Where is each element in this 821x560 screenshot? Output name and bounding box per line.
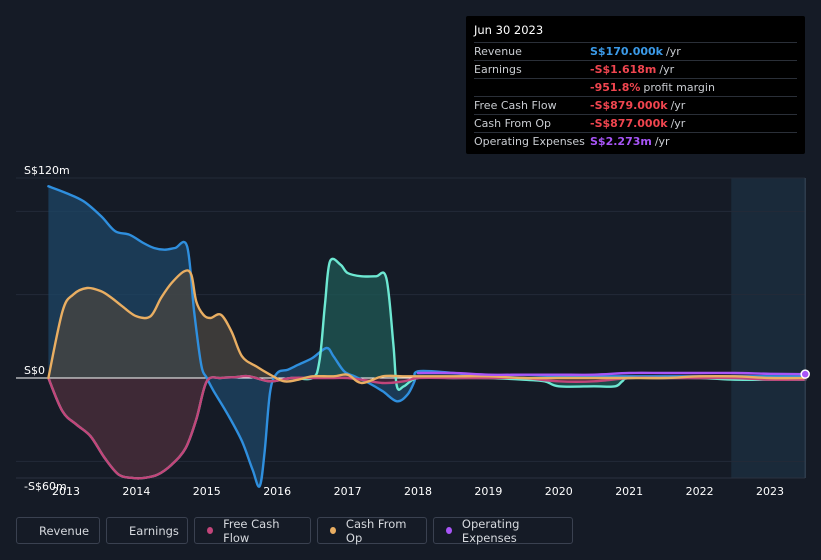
x-tick-label: 2021 (615, 485, 643, 498)
legend-dot-icon (446, 527, 452, 534)
tooltip-row-operating-expenses: Operating Expenses S$2.273m /yr (474, 132, 797, 150)
series-area-cash-from-op (48, 270, 806, 384)
tooltip-value: S$170.000k (590, 45, 663, 58)
tooltip-label (474, 79, 590, 96)
tooltip-unit: /yr (670, 117, 686, 130)
tooltip-row-profit-margin: -951.8% profit margin (474, 78, 797, 96)
tooltip-label: Free Cash Flow (474, 99, 557, 112)
tooltip-row-earnings: Earnings -S$1.618m /yr (474, 60, 797, 78)
legend-label: Cash From Op (345, 516, 407, 545)
tooltip-value: -951.8% (590, 81, 641, 94)
y-tick-label: S$0 (24, 364, 45, 377)
tooltip-row-free-cash-flow: Free Cash Flow -S$879.000k /yr (474, 96, 797, 114)
tooltip-row-cash-from-op: Cash From Op -S$877.000k /yr (474, 114, 797, 132)
tooltip-label: Operating Expenses (474, 135, 585, 148)
legend-label: Earnings (129, 523, 179, 538)
y-tick-label: -S$60m (24, 480, 67, 493)
series-area-revenue (48, 186, 806, 487)
series-areas (48, 186, 806, 487)
tooltip-unit: profit margin (643, 81, 715, 94)
legend-label: Free Cash Flow (223, 516, 280, 545)
legend-item-revenue[interactable]: Revenue (16, 517, 100, 544)
series-area-free-cash-flow (48, 376, 806, 479)
legend-label: Operating Expenses (461, 516, 520, 545)
x-tick-label: 2022 (686, 485, 714, 498)
legend-item-operating-expenses[interactable]: Operating Expenses (433, 516, 573, 545)
x-tick-label: 2015 (193, 485, 221, 498)
tooltip-unit: /yr (666, 45, 681, 58)
x-tick-label: 2019 (474, 485, 502, 498)
tooltip: Jun 30 2023 Revenue S$170.000k /yr Earni… (466, 16, 805, 154)
x-tick-label: 2014 (122, 485, 150, 498)
series-line-operating-expenses (416, 371, 807, 376)
x-tick-label: 2018 (404, 485, 432, 498)
y-tick-label: S$120m (24, 164, 70, 177)
tooltip-unit: /yr (670, 99, 686, 112)
tooltip-value: -S$1.618m (590, 63, 657, 76)
x-tick-label: 2023 (756, 485, 784, 498)
tooltip-label: Revenue (474, 45, 522, 58)
tooltip-value: S$2.273m (590, 135, 652, 148)
tooltip-date: Jun 30 2023 (474, 23, 544, 37)
tooltip-label: Cash From Op (474, 117, 552, 130)
x-tick-label: 2020 (545, 485, 573, 498)
tooltip-value: -S$879.000k (590, 99, 668, 112)
tooltip-value: -S$877.000k (590, 117, 668, 130)
legend-label: Revenue (39, 523, 90, 538)
forecast-shade (731, 178, 805, 478)
series-lines (47, 185, 807, 488)
x-axis-ticks: 2013 2014 2015 2016 2017 2018 2019 2020 2021 2022… (52, 485, 784, 498)
legend-item-cash-from-op[interactable]: Cash From Op (317, 516, 427, 545)
series-line-cash-from-op (47, 269, 807, 385)
tooltip-label: Earnings (474, 63, 522, 76)
x-tick-label: 2013 (52, 485, 80, 498)
legend-dot-icon (207, 527, 214, 534)
tooltip-unit: /yr (654, 135, 670, 148)
legend: Revenue Earnings Free Cash Flow Cash Fro… (16, 517, 573, 546)
legend-item-free-cash-flow[interactable]: Free Cash Flow (194, 516, 311, 545)
y-axis-ticks: S$120m S$0 -S$60m (24, 164, 70, 493)
x-tick-label: 2016 (263, 485, 291, 498)
tooltip-row-revenue: Revenue S$170.000k /yr (474, 42, 797, 60)
legend-item-earnings[interactable]: Earnings (106, 517, 188, 544)
x-tick-label: 2017 (334, 485, 362, 498)
hover-marker-dot (800, 369, 810, 379)
tooltip-unit: /yr (659, 63, 675, 76)
legend-dot-icon (330, 527, 336, 534)
